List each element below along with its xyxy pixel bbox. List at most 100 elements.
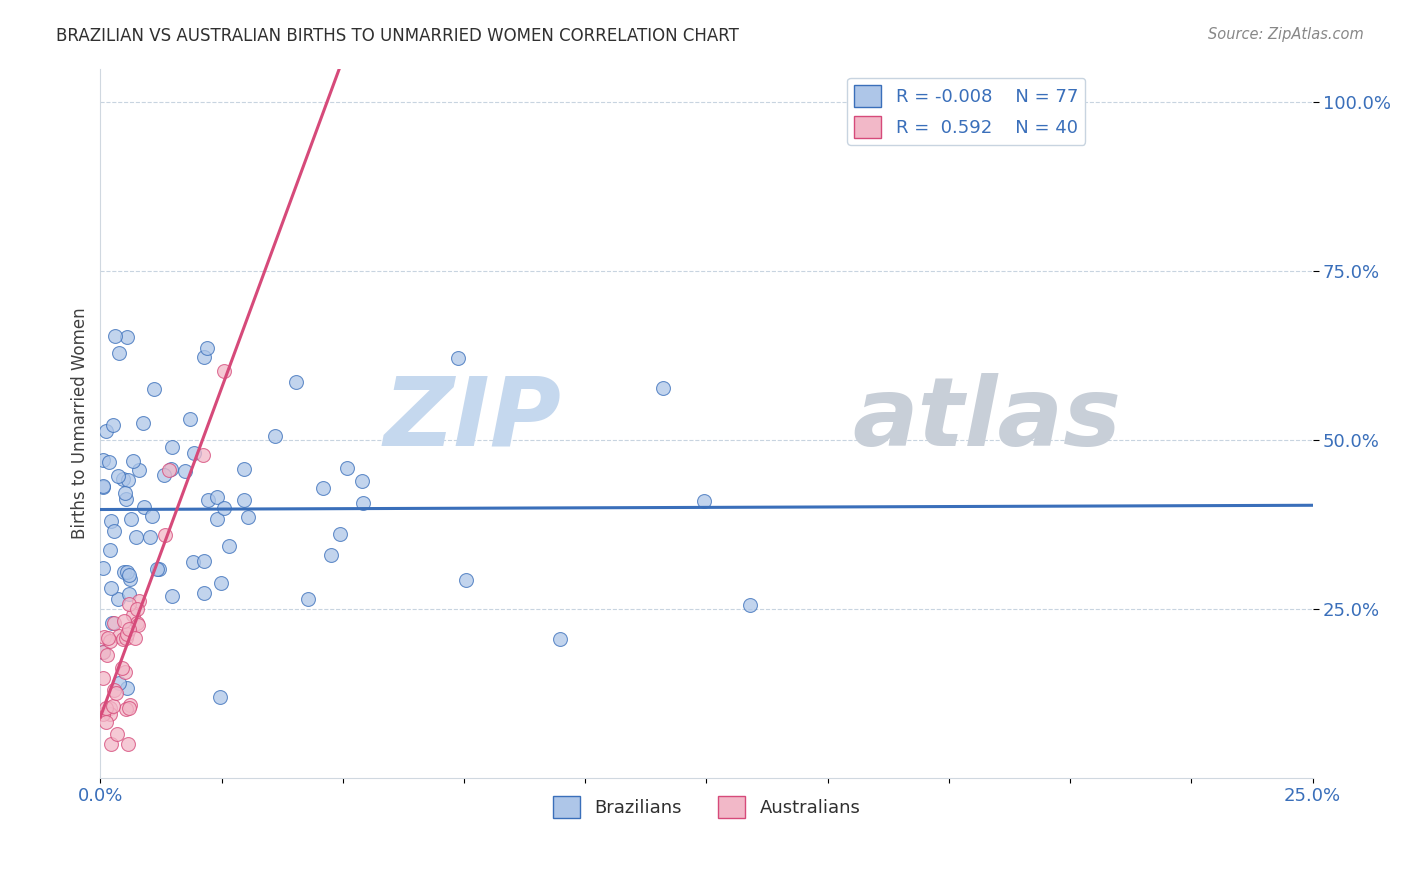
Point: [96, 648, 118, 662]
Point: [107, 469, 129, 483]
Point: [197, 493, 219, 508]
Point: [91, 479, 114, 493]
Point: [112, 632, 135, 647]
Point: [195, 341, 218, 355]
Point: [112, 565, 135, 579]
Point: [693, 494, 716, 508]
Point: [207, 512, 229, 526]
Point: [98, 455, 121, 469]
Point: [111, 472, 134, 486]
Point: [193, 350, 215, 364]
Point: [118, 698, 141, 712]
Point: [114, 485, 136, 500]
Point: [191, 448, 214, 462]
Point: [91, 453, 114, 467]
Point: [100, 581, 122, 595]
Point: [101, 699, 124, 714]
Point: [263, 429, 285, 443]
Point: [120, 573, 142, 587]
Point: [125, 530, 148, 544]
Point: [208, 690, 231, 704]
Point: [183, 446, 205, 460]
Point: [160, 589, 183, 603]
Point: [160, 441, 183, 455]
Point: [160, 462, 183, 476]
Point: [214, 501, 236, 516]
Point: [146, 562, 169, 576]
Point: [284, 376, 307, 390]
Point: [100, 514, 122, 528]
Point: [98, 701, 121, 715]
Point: [127, 618, 149, 632]
Point: [329, 527, 352, 541]
Point: [141, 509, 163, 524]
Point: [128, 463, 150, 477]
Point: [297, 591, 319, 606]
Point: [93, 561, 115, 575]
Point: [115, 681, 138, 695]
Point: [179, 411, 201, 425]
Point: [91, 707, 114, 722]
Point: [114, 614, 136, 628]
Point: [103, 682, 125, 697]
Point: [114, 665, 136, 679]
Point: [101, 417, 124, 432]
Point: [153, 528, 176, 542]
Point: [117, 737, 139, 751]
Point: [548, 632, 571, 646]
Legend: Brazilians, Australians: Brazilians, Australians: [546, 789, 868, 825]
Point: [148, 562, 170, 576]
Point: [124, 632, 146, 646]
Point: [103, 524, 125, 538]
Point: [104, 328, 127, 343]
Point: [122, 608, 145, 623]
Text: Source: ZipAtlas.com: Source: ZipAtlas.com: [1208, 27, 1364, 42]
Point: [97, 631, 120, 645]
Point: [193, 586, 215, 600]
Point: [352, 496, 374, 510]
Point: [233, 462, 256, 476]
Point: [125, 615, 148, 630]
Point: [115, 631, 138, 645]
Point: [205, 490, 228, 504]
Point: [209, 576, 232, 591]
Point: [352, 474, 374, 488]
Point: [132, 416, 155, 430]
Point: [232, 493, 254, 508]
Point: [652, 381, 675, 395]
Text: ZIP: ZIP: [382, 373, 561, 466]
Point: [105, 686, 128, 700]
Point: [336, 461, 359, 475]
Point: [91, 671, 114, 685]
Point: [91, 645, 114, 659]
Point: [183, 555, 205, 569]
Point: [321, 548, 343, 562]
Point: [125, 602, 148, 616]
Text: BRAZILIAN VS AUSTRALIAN BIRTHS TO UNMARRIED WOMEN CORRELATION CHART: BRAZILIAN VS AUSTRALIAN BIRTHS TO UNMARR…: [56, 27, 740, 45]
Point: [100, 737, 122, 751]
Point: [312, 482, 335, 496]
Point: [446, 351, 468, 366]
Point: [118, 701, 141, 715]
Point: [117, 627, 139, 641]
Point: [740, 598, 762, 612]
Point: [94, 714, 117, 729]
Point: [118, 567, 141, 582]
Point: [157, 463, 180, 477]
Point: [98, 542, 121, 557]
Point: [139, 530, 162, 544]
Point: [108, 629, 131, 643]
Point: [120, 512, 142, 526]
Point: [118, 587, 141, 601]
Point: [143, 382, 166, 396]
Point: [134, 500, 156, 515]
Point: [94, 701, 117, 715]
Point: [173, 464, 195, 478]
Point: [238, 510, 260, 524]
Point: [108, 346, 131, 360]
Point: [110, 661, 132, 675]
Point: [93, 630, 115, 644]
Point: [122, 454, 145, 468]
Point: [103, 615, 125, 630]
Point: [117, 565, 139, 579]
